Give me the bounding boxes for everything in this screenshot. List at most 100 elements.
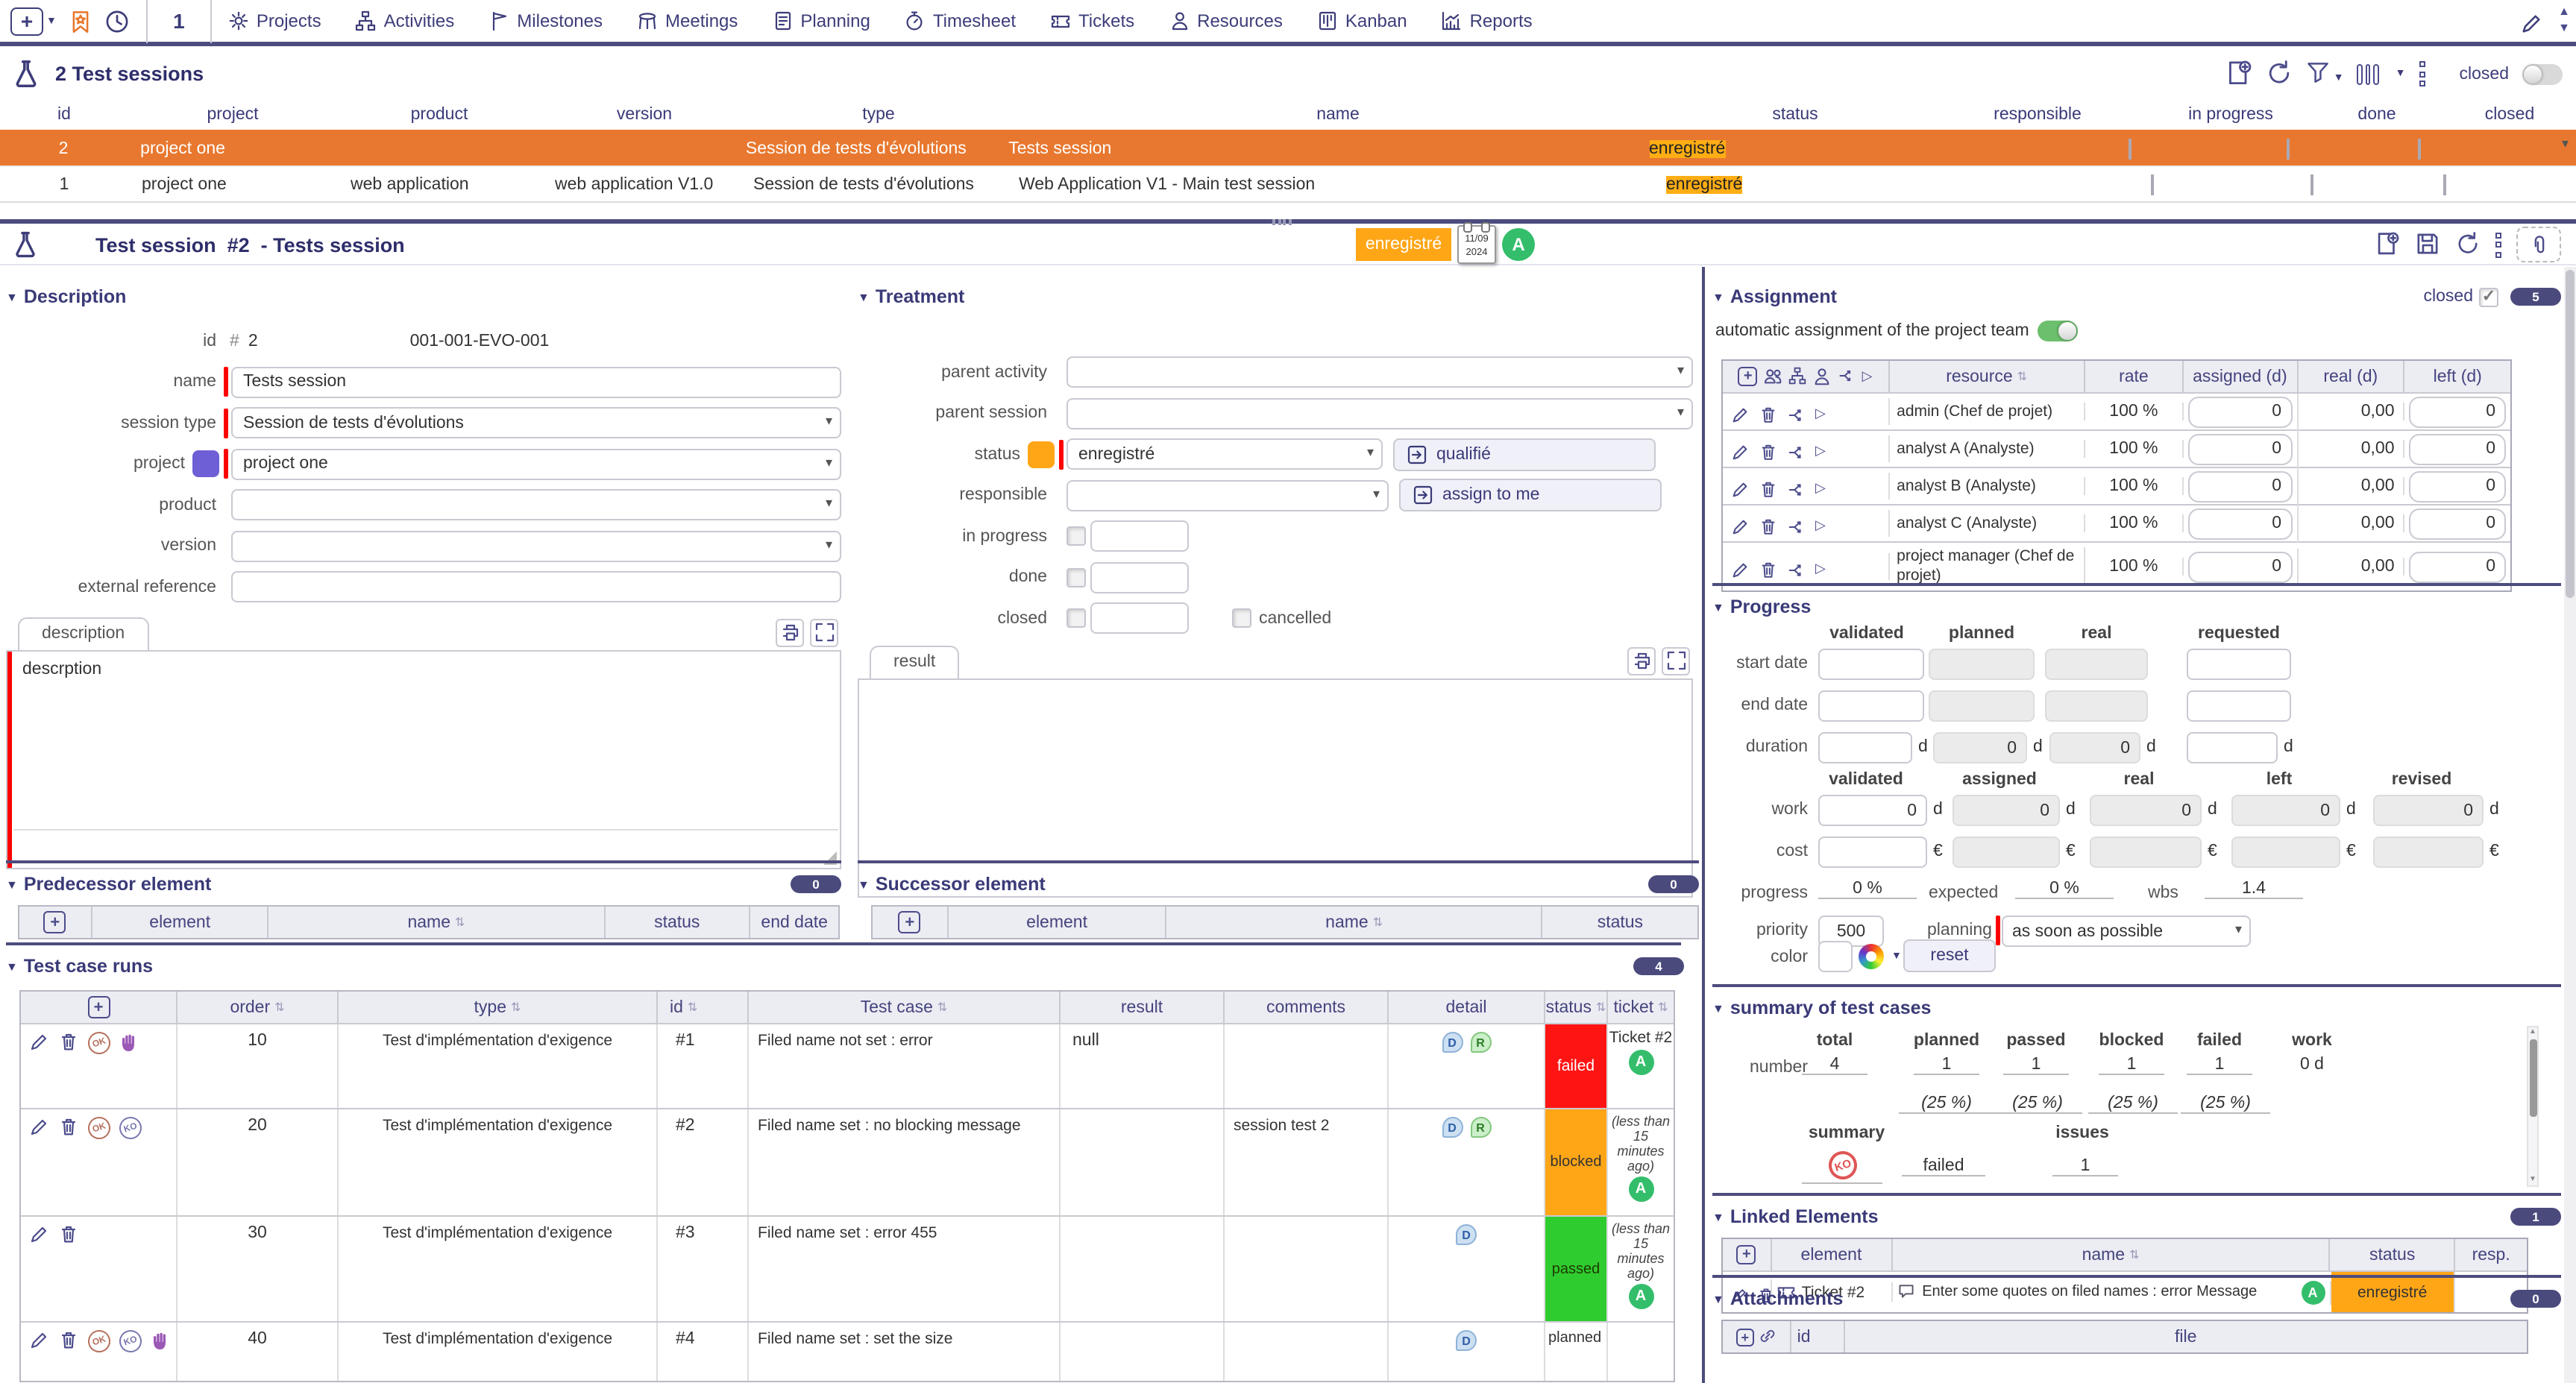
qualify-button[interactable]: qualifié xyxy=(1393,438,1656,471)
add-new-icon[interactable] xyxy=(2226,60,2253,87)
col-name[interactable]: name ⇅ xyxy=(269,907,606,938)
col-id[interactable]: id xyxy=(57,105,71,123)
col-product[interactable]: product xyxy=(410,105,468,123)
history-icon[interactable] xyxy=(104,8,130,34)
col-responsible[interactable]: responsible xyxy=(1994,105,2082,123)
done-date-input[interactable] xyxy=(1090,561,1189,593)
session-type-select[interactable]: Session de tests d'évolutions xyxy=(231,407,841,439)
assignment-row[interactable]: ▷ project manager (Chef de projet) 100 %… xyxy=(1723,541,2510,590)
add-new-icon[interactable] xyxy=(2375,231,2400,258)
menu-resources[interactable]: Resources xyxy=(1169,10,1283,31)
edit-icon[interactable] xyxy=(28,1330,49,1351)
col-id[interactable]: id ⇅ xyxy=(658,992,749,1023)
col-ticket[interactable]: ticket ⇅ xyxy=(1613,998,1668,1016)
ticket-cell[interactable]: (less than 15 minutes ago) A xyxy=(1608,1217,1674,1321)
menu-projects[interactable]: Projects xyxy=(228,10,321,31)
attachment-drop-zone[interactable] xyxy=(2516,227,2561,262)
color-wheel-icon[interactable] xyxy=(1859,944,1884,969)
detail-result-icon[interactable]: R xyxy=(1470,1032,1491,1053)
filter-icon[interactable]: ▼ xyxy=(2307,60,2344,87)
col-detail[interactable]: detail xyxy=(1389,992,1545,1023)
columns-caret-icon[interactable]: ▼ xyxy=(2395,69,2406,79)
col-file[interactable]: file xyxy=(2175,1328,2197,1346)
bookmark-icon[interactable] xyxy=(69,8,92,34)
col-status[interactable]: status xyxy=(2331,1239,2456,1270)
detail-description-icon[interactable]: D xyxy=(1456,1330,1477,1351)
left-input[interactable]: 0 xyxy=(2409,551,2506,582)
mark-ok-icon[interactable]: OK xyxy=(85,1029,113,1057)
test-case-run-row[interactable]: OK KO 40 Test d'implémentation d'exigenc… xyxy=(21,1321,1674,1381)
new-item-caret-icon[interactable]: ▼ xyxy=(46,16,57,26)
col-test-case[interactable]: Test case ⇅ xyxy=(749,992,1061,1023)
parent-session-select[interactable] xyxy=(1066,397,1693,429)
expand-row-icon[interactable]: ▷ xyxy=(1815,561,1826,576)
collapse-icon[interactable]: ▼ xyxy=(6,878,18,891)
left-input[interactable]: 0 xyxy=(2409,433,2506,464)
edit-icon[interactable] xyxy=(28,1117,49,1138)
expand-row-icon[interactable]: ▷ xyxy=(1815,480,1826,495)
col-type[interactable]: type xyxy=(862,105,895,123)
col-id[interactable]: id xyxy=(1791,1321,1845,1352)
menu-meetings[interactable]: Meetings xyxy=(637,10,738,31)
external-reference-input[interactable] xyxy=(231,571,841,603)
end-requested-input[interactable] xyxy=(2187,690,2291,722)
mark-blocked-icon[interactable] xyxy=(151,1330,172,1351)
col-resource[interactable]: resource ⇅ xyxy=(1889,361,2086,392)
add-attachment-icon[interactable]: + xyxy=(1735,1328,1754,1346)
mark-ok-icon[interactable]: OK xyxy=(85,1114,113,1142)
col-version[interactable]: version xyxy=(616,105,673,123)
menu-activities[interactable]: Activities xyxy=(356,10,454,31)
cost-validated-input[interactable] xyxy=(1818,837,1927,868)
edit-icon[interactable] xyxy=(28,1224,49,1245)
closed-filter-toggle[interactable] xyxy=(2522,63,2563,84)
test-case-run-row[interactable]: OK 10 Test d'implémentation d'exigence #… xyxy=(21,1023,1674,1108)
detail-description-icon[interactable]: D xyxy=(1442,1117,1463,1138)
description-textarea[interactable]: descrption xyxy=(6,649,841,869)
col-type[interactable]: type ⇅ xyxy=(339,992,658,1023)
edit-icon[interactable] xyxy=(1730,443,1750,462)
col-status[interactable]: status xyxy=(1772,105,1818,123)
menu-kanban[interactable]: Kanban xyxy=(1317,10,1407,31)
delete-icon[interactable] xyxy=(58,1224,79,1245)
closed-date-input[interactable] xyxy=(1090,602,1189,634)
product-select[interactable] xyxy=(231,489,841,521)
menu-tickets[interactable]: Tickets xyxy=(1050,10,1134,31)
col-result[interactable]: result xyxy=(1061,992,1225,1023)
ticket-cell[interactable]: (less than 15 minutes ago) A xyxy=(1608,1109,1674,1215)
print-icon[interactable] xyxy=(1627,646,1656,675)
collapse-icon[interactable]: ▼ xyxy=(1712,290,1724,303)
expand-row-icon[interactable]: ▷ xyxy=(1815,443,1826,458)
closed-checkbox[interactable]: ✓ xyxy=(2479,287,2498,306)
duration-validated-input[interactable] xyxy=(1818,732,1912,763)
menu-milestones[interactable]: Milestones xyxy=(489,10,603,31)
edit-icon[interactable] xyxy=(1730,406,1750,425)
assigned-input[interactable]: 0 xyxy=(2187,551,2293,582)
scroll-up-icon[interactable]: ▲ xyxy=(2558,4,2570,18)
color-caret-icon[interactable]: ▼ xyxy=(1891,951,1902,962)
transfer-icon[interactable] xyxy=(1787,406,1806,425)
table-row-selected[interactable]: 2 project one Session de tests d'évoluti… xyxy=(0,130,2576,166)
project-select[interactable]: project one xyxy=(231,448,841,480)
add-row-icon[interactable]: + xyxy=(87,996,110,1018)
summary-scrollbar[interactable]: ▲ ▼ xyxy=(2527,1026,2539,1187)
transfer-icon[interactable] xyxy=(1787,480,1806,500)
more-options-icon[interactable] xyxy=(2495,232,2501,257)
delete-icon[interactable] xyxy=(58,1117,79,1138)
detail-description-icon[interactable]: D xyxy=(1456,1224,1477,1245)
save-icon[interactable] xyxy=(2415,231,2440,258)
left-input[interactable]: 0 xyxy=(2409,508,2506,539)
status-select[interactable]: enregistré xyxy=(1066,438,1383,470)
transfer-icon[interactable] xyxy=(1787,561,1806,580)
col-status[interactable]: status xyxy=(1597,913,1644,931)
collapse-icon[interactable]: ▼ xyxy=(858,290,870,303)
work-validated-input[interactable]: 0 xyxy=(1818,795,1927,826)
menu-reports[interactable]: Reports xyxy=(1442,10,1533,31)
col-element[interactable]: element xyxy=(949,907,1167,938)
scroll-arrows[interactable]: ▲ ▼ xyxy=(2558,4,2570,34)
delete-icon[interactable] xyxy=(1759,443,1778,462)
done-checkbox[interactable] xyxy=(2310,174,2313,195)
in-progress-checkbox[interactable] xyxy=(1066,526,1086,546)
expand-row-icon[interactable]: ▷ xyxy=(1815,517,1826,532)
delete-icon[interactable] xyxy=(1759,480,1778,500)
splitter-grip[interactable] xyxy=(1272,219,1291,225)
